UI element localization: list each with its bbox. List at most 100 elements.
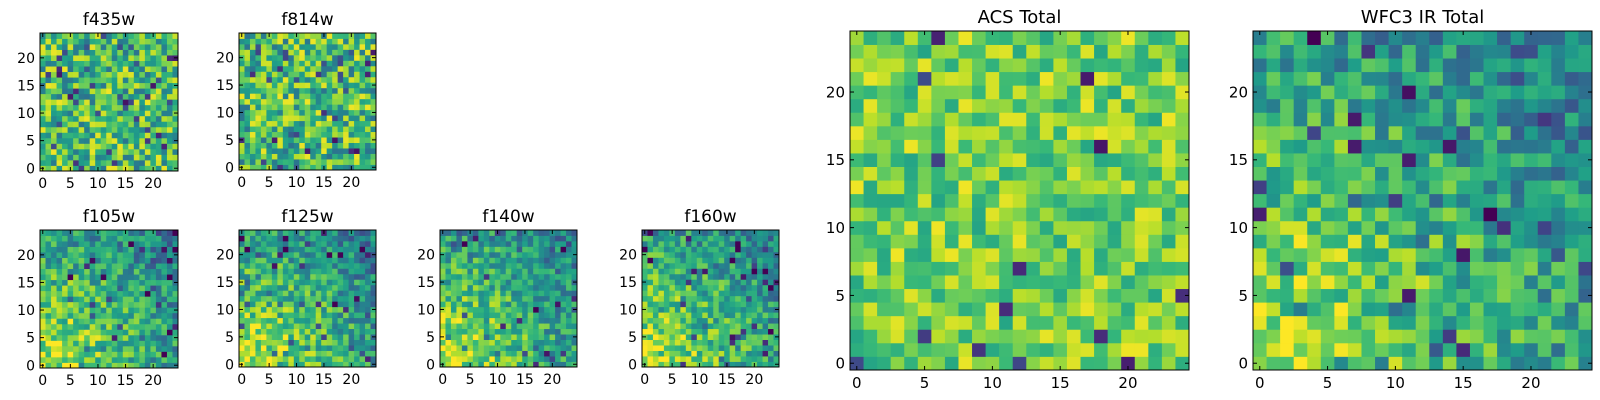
heatmap-cell xyxy=(746,257,752,264)
heatmap-cell xyxy=(343,164,349,171)
heatmap-cell xyxy=(332,235,339,242)
heatmap-cell xyxy=(51,279,57,286)
heatmap-cell xyxy=(549,356,556,362)
heatmap-cell xyxy=(1415,315,1430,330)
heatmap-cell xyxy=(1134,112,1149,127)
heatmap-cell xyxy=(365,273,371,280)
heatmap-cell xyxy=(95,290,102,297)
heatmap-cell xyxy=(560,339,567,346)
heatmap-cell xyxy=(1307,220,1322,235)
heatmap-cell xyxy=(1293,220,1308,235)
heatmap-cell xyxy=(1012,261,1027,276)
heatmap-cell xyxy=(282,109,289,116)
heatmap-cell xyxy=(249,257,256,264)
heatmap-cell xyxy=(1578,234,1593,249)
heatmap-cell xyxy=(343,142,349,149)
heatmap-cell xyxy=(560,235,567,242)
heatmap-cell xyxy=(1293,302,1308,317)
heatmap-cell xyxy=(133,230,140,236)
heatmap-cell xyxy=(985,112,1000,127)
heatmap-cell xyxy=(271,82,278,89)
heatmap-cell xyxy=(282,76,289,83)
heatmap-cell xyxy=(56,115,63,122)
heatmap-cell xyxy=(282,279,289,286)
heatmap-cell xyxy=(1148,261,1163,276)
heatmap-cell xyxy=(51,110,57,117)
heatmap-cell xyxy=(707,235,714,242)
heatmap-cell xyxy=(67,44,74,50)
heatmap-cell xyxy=(67,334,74,341)
heatmap-cell xyxy=(67,268,74,275)
heatmap-cell xyxy=(571,235,578,242)
heatmap-cell xyxy=(571,262,578,269)
heatmap-cell xyxy=(277,159,284,165)
heatmap-cell xyxy=(729,334,736,340)
heatmap-cell xyxy=(1134,193,1149,208)
heatmap-cell xyxy=(315,230,322,236)
heatmap-cell xyxy=(1148,139,1163,154)
heatmap-cell xyxy=(740,345,747,351)
heatmap-cell xyxy=(150,44,157,50)
heatmap-cell xyxy=(1551,193,1566,208)
heatmap-cell xyxy=(560,240,567,247)
heatmap-cell xyxy=(505,356,512,362)
heatmap-cell xyxy=(277,295,284,302)
heatmap-cell xyxy=(310,76,317,83)
heatmap-cell xyxy=(84,110,91,117)
heatmap-cell xyxy=(456,317,463,324)
heatmap-cell xyxy=(271,93,278,100)
heatmap-cell xyxy=(277,38,284,45)
heatmap-cell xyxy=(133,274,140,281)
heatmap-cell xyxy=(467,290,474,297)
heatmap-cell xyxy=(729,339,736,346)
heatmap-cell xyxy=(746,334,752,340)
heatmap-cell xyxy=(917,58,932,73)
heatmap-cell xyxy=(255,356,262,362)
heatmap-cell xyxy=(288,350,295,357)
heatmap-cell xyxy=(266,246,273,253)
heatmap-cell xyxy=(299,290,306,297)
heatmap-cell xyxy=(647,279,654,286)
heatmap-cell xyxy=(337,109,344,116)
heatmap-cell xyxy=(890,139,905,154)
heatmap-cell xyxy=(122,121,129,128)
heatmap-cell xyxy=(642,339,648,346)
heatmap-cell xyxy=(332,262,339,269)
heatmap-cell xyxy=(1510,234,1525,249)
heatmap-cell xyxy=(100,334,107,341)
heatmap-cell xyxy=(304,279,311,286)
heatmap-cell xyxy=(729,235,736,242)
heatmap-cell xyxy=(78,154,85,161)
heatmap-cell xyxy=(348,148,355,154)
heatmap-cell xyxy=(337,137,344,143)
heatmap-cell xyxy=(1026,193,1041,208)
heatmap-cell xyxy=(669,235,676,242)
heatmap-cell xyxy=(310,345,317,351)
heatmap-cell xyxy=(244,49,251,56)
heatmap-cell xyxy=(239,142,245,149)
heatmap-cell xyxy=(56,274,63,281)
heatmap-cell xyxy=(1026,153,1041,167)
heatmap-cell xyxy=(89,318,96,325)
heatmap-cell xyxy=(260,230,267,236)
heatmap-cell xyxy=(365,361,371,368)
heatmap-cell xyxy=(359,142,366,149)
heatmap-cell xyxy=(106,77,113,84)
heatmap-cell xyxy=(1564,247,1579,262)
heatmap-cell xyxy=(1012,315,1027,330)
heatmap-cell xyxy=(500,339,507,346)
heatmap-cell xyxy=(768,334,774,340)
heatmap-cell xyxy=(40,340,46,347)
heatmap-cell xyxy=(680,290,687,297)
heatmap-cell xyxy=(78,44,85,50)
heatmap-cell xyxy=(685,257,692,264)
heatmap-cell xyxy=(691,312,698,319)
heatmap-cell xyxy=(266,93,273,100)
heatmap-cell xyxy=(456,323,463,330)
heatmap-cell xyxy=(478,284,485,291)
heatmap-cell xyxy=(985,125,1000,140)
heatmap-cell xyxy=(863,234,878,249)
heatmap-cell xyxy=(746,273,752,280)
heatmap-cell xyxy=(45,312,52,319)
heatmap-cell xyxy=(647,235,654,242)
